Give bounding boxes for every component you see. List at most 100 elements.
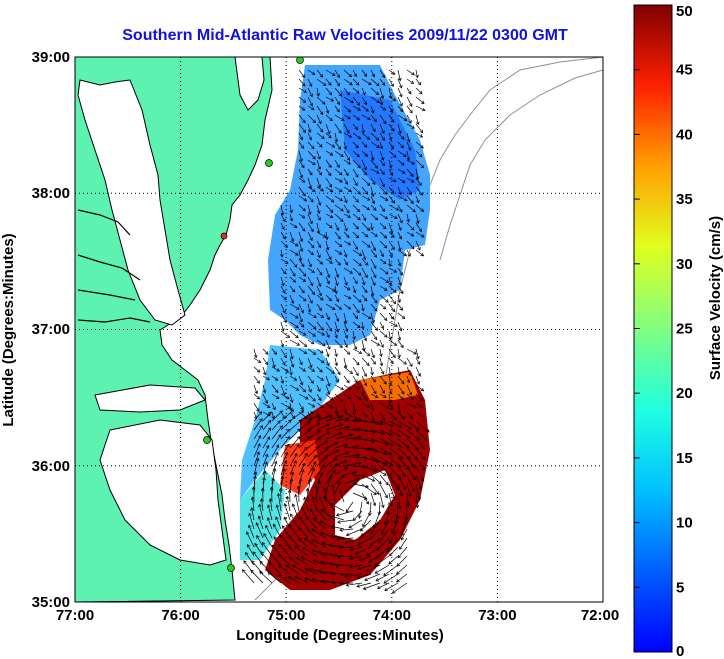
- velocity-arrowhead: [282, 415, 286, 420]
- velocity-arrowhead: [330, 199, 335, 203]
- velocity-arrow: [352, 78, 360, 86]
- velocity-arrowhead: [282, 218, 286, 223]
- velocity-arrowhead: [295, 252, 299, 256]
- velocity-arrowhead: [299, 158, 303, 163]
- velocity-arrowhead: [382, 305, 387, 310]
- velocity-arrowhead: [262, 389, 267, 394]
- velocity-arrowhead: [346, 351, 351, 355]
- velocity-arrowhead: [337, 235, 341, 240]
- velocity-arrow: [289, 204, 293, 213]
- velocity-arrow: [307, 384, 312, 393]
- velocity-arrow: [289, 428, 301, 440]
- velocity-arrowhead: [391, 71, 396, 75]
- velocity-arrowhead: [363, 373, 368, 378]
- velocity-arrowhead: [322, 82, 327, 86]
- colorbar-tick-label: 25: [676, 321, 693, 338]
- velocity-arrow: [316, 69, 323, 78]
- velocity-arrowhead: [344, 467, 348, 471]
- velocity-arrowhead: [373, 468, 378, 473]
- velocity-arrowhead: [256, 451, 260, 455]
- velocity-arrowhead: [410, 200, 414, 205]
- velocity-arrow: [284, 503, 291, 521]
- velocity-arrow: [298, 421, 311, 431]
- velocity-arrowhead: [309, 282, 314, 287]
- velocity-arrow: [325, 384, 330, 395]
- velocity-arrowhead: [339, 197, 343, 202]
- velocity-arrowhead: [340, 386, 344, 391]
- velocity-arrow: [370, 213, 378, 221]
- velocity-arrow: [280, 249, 283, 257]
- velocity-arrow: [388, 249, 393, 258]
- velocity-arrowhead: [316, 93, 321, 97]
- velocity-arrowhead: [398, 505, 402, 510]
- velocity-arrow: [370, 249, 377, 258]
- velocity-arrowhead: [332, 288, 336, 292]
- velocity-arrowhead: [335, 537, 340, 541]
- velocity-arrow: [316, 455, 328, 467]
- velocity-arrow: [280, 452, 289, 467]
- velocity-arrow: [334, 87, 342, 97]
- velocity-arrowhead: [295, 243, 299, 247]
- velocity-arrow: [325, 240, 329, 250]
- velocity-arrowhead: [269, 553, 274, 557]
- velocity-arrow: [388, 123, 395, 132]
- velocity-arrowhead: [263, 533, 267, 537]
- velocity-arrow: [370, 393, 379, 398]
- velocity-arrowhead: [418, 153, 423, 158]
- velocity-arrow: [370, 78, 380, 87]
- velocity-arrow: [388, 168, 393, 176]
- y-tick-label: 38:00: [32, 185, 70, 202]
- velocity-arrow: [298, 78, 306, 87]
- velocity-arrow: [262, 366, 266, 375]
- velocity-arrow: [352, 240, 358, 250]
- velocity-arrowhead: [259, 418, 263, 422]
- velocity-arrowhead: [308, 478, 312, 482]
- velocity-arrowhead: [378, 539, 382, 544]
- velocity-arrowhead: [330, 503, 334, 507]
- velocity-arrow: [289, 411, 296, 419]
- velocity-arrow: [361, 96, 367, 105]
- velocity-arrowhead: [330, 397, 334, 401]
- velocity-arrowhead: [364, 456, 368, 460]
- velocity-arrowhead: [397, 554, 402, 559]
- velocity-arrowhead: [287, 576, 292, 580]
- velocity-arrow: [406, 483, 411, 497]
- velocity-arrow: [298, 357, 303, 365]
- velocity-arrow: [316, 195, 321, 206]
- velocity-arrowhead: [370, 530, 374, 535]
- velocity-arrow: [307, 393, 316, 402]
- velocity-arrowhead: [304, 538, 308, 542]
- velocity-arrow: [280, 393, 290, 400]
- velocity-arrow: [388, 285, 397, 293]
- velocity-arrow: [253, 366, 261, 373]
- velocity-arrow: [363, 582, 381, 590]
- velocity-arrow: [325, 96, 334, 102]
- velocity-arrowhead: [309, 93, 313, 98]
- velocity-arrow: [339, 528, 354, 531]
- velocity-arrow: [406, 231, 414, 237]
- velocity-arrow: [289, 557, 300, 566]
- velocity-arrow: [289, 321, 299, 328]
- x-axis-label: Longitude (Degrees:Minutes): [236, 627, 444, 644]
- velocity-arrow: [325, 411, 332, 419]
- velocity-arrow: [307, 348, 316, 355]
- velocity-arrow: [295, 556, 309, 566]
- velocity-arrowhead: [296, 485, 301, 489]
- velocity-arrowhead: [345, 172, 349, 177]
- velocity-arrow: [343, 177, 348, 185]
- velocity-arrowhead: [366, 227, 371, 231]
- velocity-arrow: [325, 78, 332, 86]
- velocity-arrow: [406, 375, 410, 383]
- velocity-arrow: [262, 348, 269, 355]
- velocity-arrowhead: [402, 170, 406, 174]
- velocity-arrow: [325, 177, 332, 188]
- velocity-arrow: [352, 375, 358, 383]
- velocity-arrowhead: [278, 487, 283, 492]
- velocity-arrow: [415, 447, 426, 460]
- velocity-arrowhead: [257, 515, 262, 520]
- velocity-arrow: [397, 96, 403, 107]
- velocity-arrowhead: [399, 307, 403, 311]
- velocity-arrow: [302, 547, 318, 557]
- velocity-arrowhead: [272, 406, 276, 411]
- velocity-arrow: [269, 498, 273, 512]
